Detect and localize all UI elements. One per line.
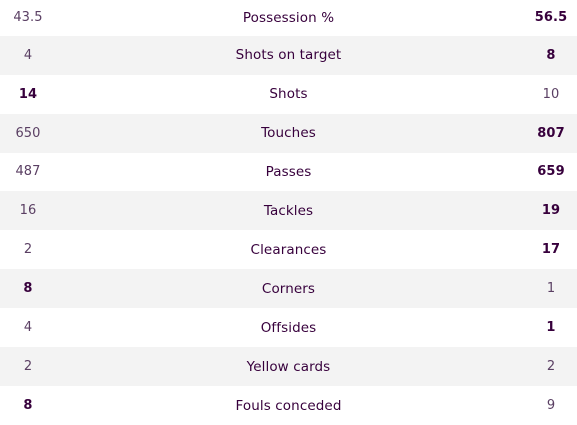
home-value: 2 <box>23 359 33 375</box>
home-value: 16 <box>19 203 37 219</box>
home-value: 8 <box>23 281 33 297</box>
stat-label: Passes <box>265 163 312 180</box>
stat-label: Fouls conceded <box>235 397 342 414</box>
away-value: 56.5 <box>534 10 568 26</box>
stat-row-shots-on-target: 4 Shots on target 8 <box>0 35 577 75</box>
home-value: 4 <box>23 320 33 336</box>
stat-row-corners: 8 Corners 1 <box>0 269 577 309</box>
stat-label: Tackles <box>263 202 314 219</box>
stat-row-tackles: 16 Tackles 19 <box>0 191 577 231</box>
home-value: 43.5 <box>13 10 43 26</box>
stat-row-touches: 650 Touches 807 <box>0 113 577 153</box>
away-value: 10 <box>542 86 560 102</box>
stat-row-clearances: 2 Clearances 17 <box>0 230 577 269</box>
away-value: 2 <box>546 359 556 375</box>
stat-label: Offsides <box>260 319 317 336</box>
stat-label: Touches <box>261 125 316 142</box>
stat-label: Yellow cards <box>246 358 331 375</box>
stat-row-offsides: 4 Offsides 1 <box>0 308 577 347</box>
stat-row-fouls-conceded: 8 Fouls conceded 9 <box>0 386 577 425</box>
home-value: 8 <box>23 398 33 414</box>
away-value: 9 <box>546 398 556 414</box>
stat-label: Corners <box>261 280 316 297</box>
away-value: 807 <box>537 125 565 141</box>
away-value: 8 <box>546 47 556 63</box>
away-value: 1 <box>546 320 556 336</box>
away-value: 17 <box>541 242 561 258</box>
home-value: 650 <box>15 125 41 141</box>
away-value: 659 <box>537 164 565 180</box>
stat-label: Shots on target <box>235 47 342 64</box>
away-value: 1 <box>546 281 556 297</box>
home-value: 2 <box>23 242 33 258</box>
stat-row-shots: 14 Shots 10 <box>0 75 577 114</box>
home-value: 487 <box>15 164 41 180</box>
home-value: 4 <box>23 47 33 63</box>
stat-row-yellow-cards: 2 Yellow cards 2 <box>0 347 577 387</box>
stat-row-passes: 487 Passes 659 <box>0 153 577 192</box>
stat-label: Clearances <box>250 241 327 258</box>
away-value: 19 <box>541 203 561 219</box>
stat-label: Possession % <box>242 9 335 26</box>
home-value: 14 <box>18 86 38 102</box>
stat-row-possession: 43.5 Possession % 56.5 <box>0 0 577 36</box>
stat-label: Shots <box>269 86 308 103</box>
